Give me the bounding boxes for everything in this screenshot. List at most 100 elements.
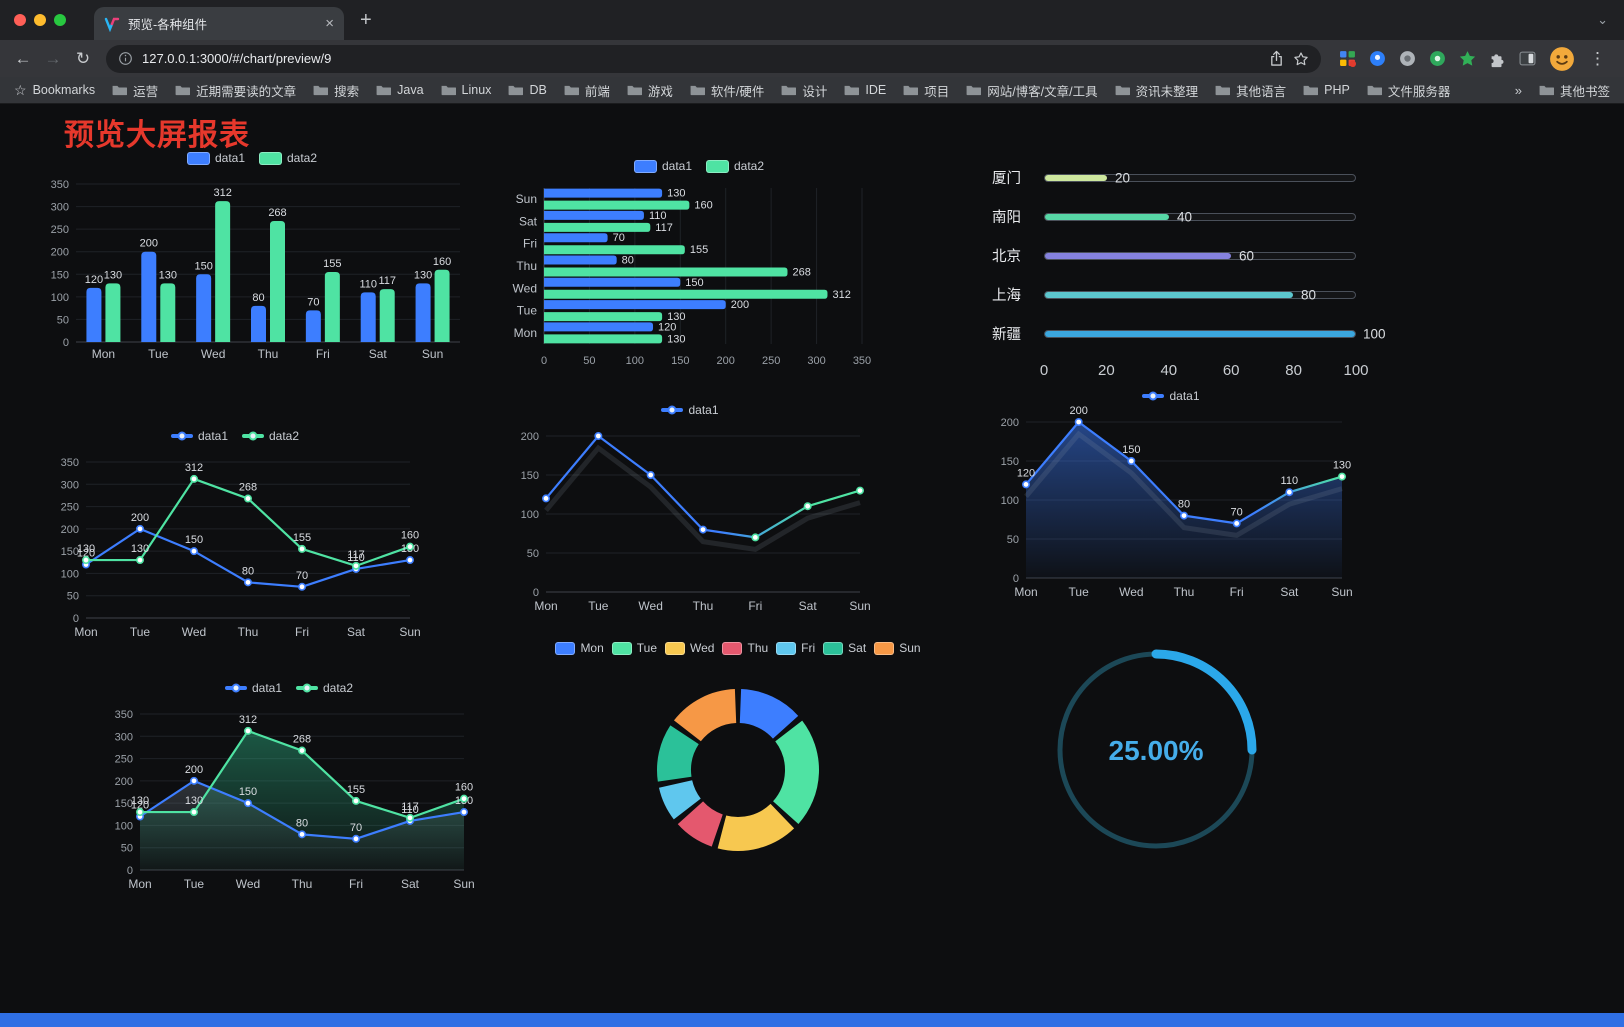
url-text[interactable]: 127.0.0.1:3000/#/chart/preview/9: [142, 51, 332, 66]
bookmark-folder-item[interactable]: 搜索: [313, 81, 359, 100]
folder-icon: [781, 84, 797, 96]
extension-green-circle-icon[interactable]: [1427, 49, 1447, 69]
grouped-bar-chart: data1 data2 0 50 100 150 200 250 300 350 Mon 120 130…: [36, 148, 468, 364]
bookmark-folder-item[interactable]: IDE: [844, 83, 886, 97]
bookmark-folder-item[interactable]: 资讯未整理: [1115, 81, 1198, 100]
tab-title: 预览-各种组件: [128, 18, 208, 32]
svg-text:0: 0: [63, 337, 69, 349]
svg-text:200: 200: [140, 238, 158, 250]
browser-tab[interactable]: 预览-各种组件 ×: [94, 7, 344, 40]
chart-legend: data1 data2: [170, 426, 299, 446]
progress-row: 厦门 20: [992, 158, 1356, 197]
legend-item[interactable]: data1: [633, 159, 692, 173]
svg-text:155: 155: [690, 244, 708, 256]
legend-label: data1: [1169, 389, 1200, 403]
bookmark-folder-item[interactable]: 前端: [564, 81, 610, 100]
legend-marker: [242, 431, 264, 441]
svg-text:Tue: Tue: [517, 304, 538, 318]
bookmark-folder-item[interactable]: 文件服务器: [1367, 81, 1450, 100]
extension-blue-drop-icon[interactable]: [1367, 49, 1387, 69]
other-bookmarks-item[interactable]: 其他书签: [1539, 81, 1610, 100]
svg-text:110: 110: [649, 210, 667, 222]
svg-text:300: 300: [115, 731, 133, 743]
bookmark-folder-item[interactable]: 设计: [781, 81, 827, 100]
back-button[interactable]: ←: [14, 48, 32, 68]
axis-tick-label: 80: [1285, 362, 1302, 379]
bookmark-folder-item[interactable]: 项目: [903, 81, 949, 100]
legend-item[interactable]: Tue: [611, 641, 657, 655]
progress-row: 新疆 100: [992, 314, 1386, 353]
legend-item[interactable]: data2: [296, 681, 353, 695]
zoom-window-button[interactable]: [54, 14, 66, 26]
bookmark-folder-item[interactable]: 近期需要读的文章: [175, 81, 296, 100]
legend-item[interactable]: Thu: [722, 641, 768, 655]
bookmark-label: 其他语言: [1236, 84, 1287, 99]
legend-item[interactable]: data2: [706, 159, 764, 173]
svg-text:150: 150: [1001, 456, 1019, 468]
menu-icon[interactable]: ⋮: [1589, 48, 1606, 68]
legend-item[interactable]: data1: [661, 403, 719, 417]
legend-marker: [224, 683, 247, 693]
svg-text:200: 200: [1001, 417, 1019, 429]
bookmark-folder-item[interactable]: PHP: [1303, 83, 1350, 97]
forward-button[interactable]: →: [44, 48, 62, 68]
svg-text:150: 150: [61, 546, 79, 558]
tab-search-chevron-icon[interactable]: ⌄: [1597, 12, 1608, 27]
bookmark-folder-item[interactable]: 运营: [112, 81, 158, 100]
extensions-puzzle-icon[interactable]: [1487, 49, 1507, 69]
bookmark-folder-item[interactable]: Java: [376, 83, 424, 97]
bookmark-folder-item[interactable]: 游戏: [627, 81, 673, 100]
svg-text:130: 130: [131, 543, 149, 555]
legend-item[interactable]: Wed: [665, 641, 714, 655]
legend-item[interactable]: data1: [224, 681, 282, 695]
bookmark-label: Bookmarks: [32, 83, 96, 97]
progress-fill: [1045, 330, 1355, 337]
chart-canvas: 0 50 100 150 200 250 300 350 Mon Tue Wed Thu Fri Sat S…: [61, 457, 421, 639]
bookmark-folder-item[interactable]: 网站/博客/文章/工具: [966, 81, 1098, 100]
bookmarks-overflow-chevron[interactable]: »: [1514, 82, 1522, 98]
new-tab-button[interactable]: +: [360, 9, 372, 31]
legend-item[interactable]: Sat: [823, 641, 866, 655]
svg-text:117: 117: [347, 549, 365, 561]
bookmark-folder-item[interactable]: 软件/硬件: [690, 81, 764, 100]
tab-favicon-icon: [104, 16, 120, 32]
bookmark-folder-item[interactable]: 其他语言: [1215, 81, 1286, 100]
legend-marker: [665, 641, 686, 655]
share-icon[interactable]: [1269, 50, 1284, 67]
minimize-window-button[interactable]: [34, 14, 46, 26]
bookmarks-root-item[interactable]: ☆ Bookmarks: [14, 83, 95, 97]
bookmark-label: DB: [529, 83, 547, 97]
bookmark-folder-item[interactable]: Linux: [441, 83, 491, 97]
svg-text:50: 50: [67, 591, 79, 603]
address-bar[interactable]: 127.0.0.1:3000/#/chart/preview/9: [106, 44, 1321, 73]
legend-item[interactable]: Mon: [555, 641, 604, 655]
svg-text:70: 70: [1231, 506, 1243, 518]
bookmark-star-icon[interactable]: [1293, 51, 1309, 67]
legend-item[interactable]: Sun: [874, 641, 921, 655]
svg-text:Wed: Wed: [513, 281, 537, 295]
legend-item[interactable]: Fri: [776, 641, 815, 655]
legend-item[interactable]: data1: [186, 151, 245, 165]
legend-item[interactable]: data2: [242, 429, 299, 443]
svg-text:350: 350: [61, 457, 79, 469]
close-window-button[interactable]: [14, 14, 26, 26]
svg-text:200: 200: [731, 299, 749, 311]
legend-item[interactable]: data1: [1142, 389, 1200, 403]
svg-text:Thu: Thu: [693, 599, 714, 613]
extension-grid-icon[interactable]: [1337, 49, 1357, 69]
extension-sidebar-icon[interactable]: [1517, 49, 1537, 69]
reload-button[interactable]: ↻: [75, 48, 91, 68]
site-info-icon[interactable]: [118, 51, 133, 66]
extension-green-star-icon[interactable]: [1457, 49, 1477, 69]
svg-text:Thu: Thu: [516, 259, 537, 273]
svg-text:Sat: Sat: [519, 214, 538, 228]
legend-item[interactable]: data1: [170, 429, 228, 443]
svg-text:200: 200: [185, 764, 203, 776]
tab-close-icon[interactable]: ×: [325, 15, 334, 32]
profile-avatar[interactable]: [1549, 46, 1575, 72]
svg-text:155: 155: [347, 784, 365, 796]
svg-text:130: 130: [414, 269, 432, 281]
legend-item[interactable]: data2: [259, 151, 317, 165]
bookmark-folder-item[interactable]: DB: [508, 83, 547, 97]
extension-gray-circle-icon[interactable]: [1397, 49, 1417, 69]
